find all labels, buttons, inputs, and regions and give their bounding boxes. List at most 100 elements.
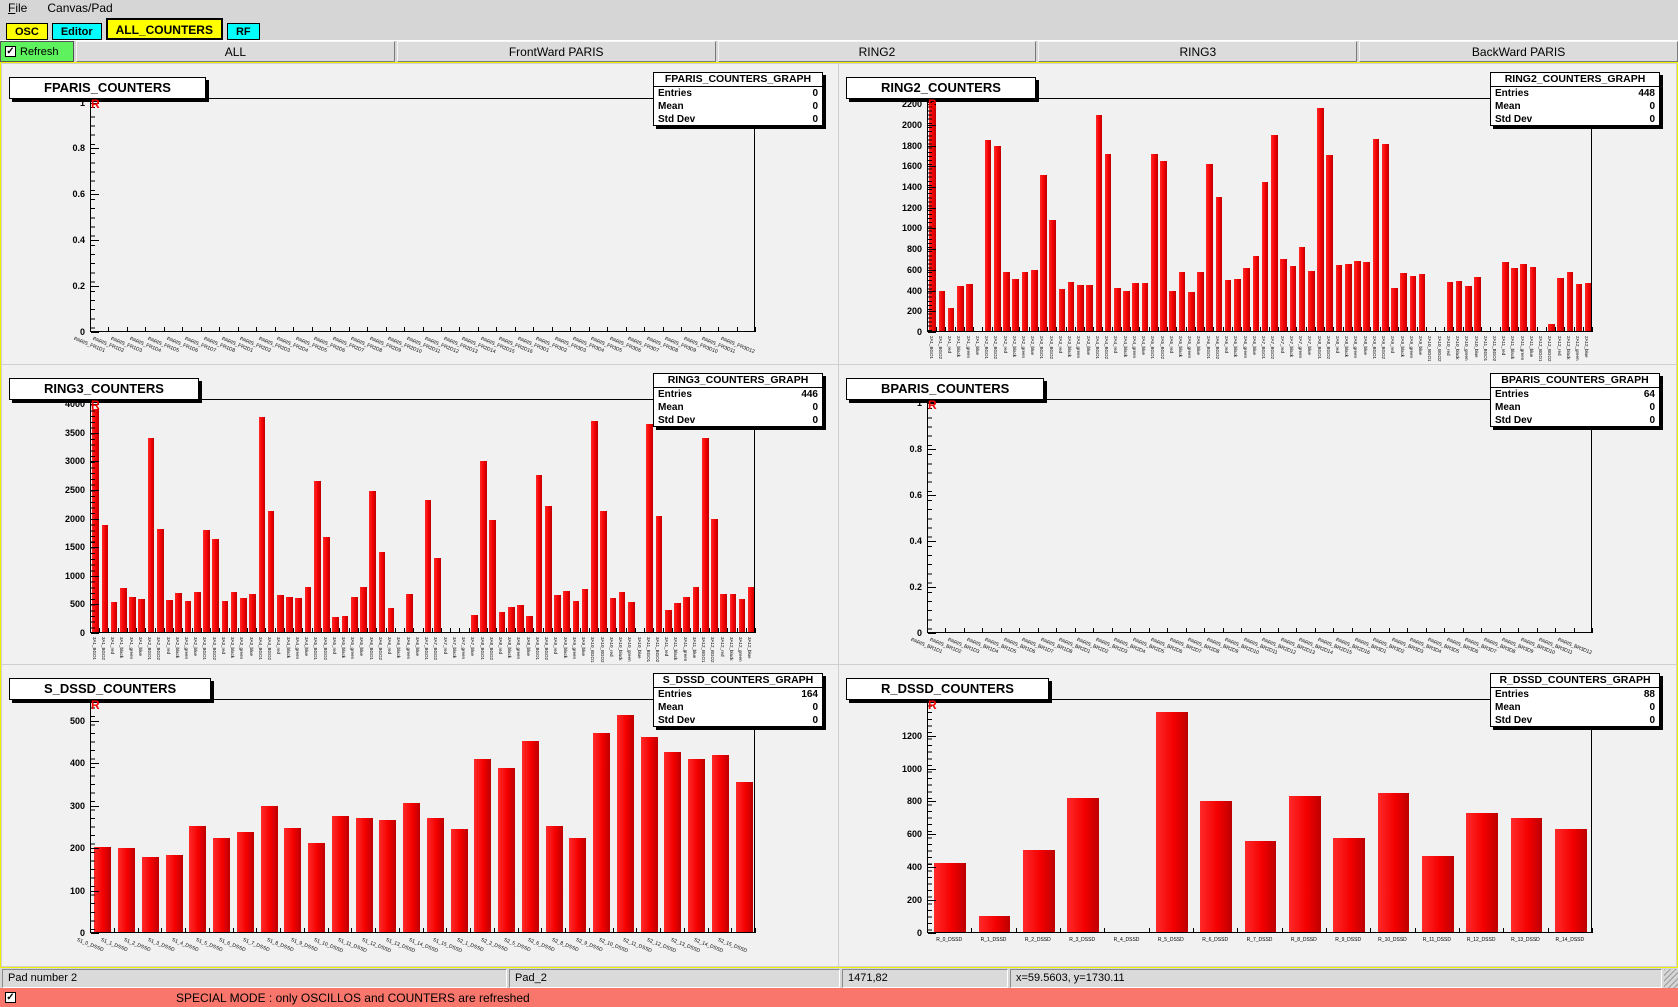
pad-title[interactable]: R_DSSD_COUNTERS <box>846 678 1049 701</box>
x-axis-tick <box>736 327 738 332</box>
x-axis-tick <box>1222 627 1224 633</box>
y-axis-label: 200 <box>906 895 922 906</box>
y-axis-label: 2200 <box>901 99 922 110</box>
stats-row-value: 0 <box>1649 702 1655 714</box>
pad-fparis[interactable]: 0 0.2 0.4 0.6 0.8 1 PARIS_FR1D1 PARIS_FR1D2 PARI… <box>1 63 840 366</box>
tab-osc[interactable]: OSC <box>6 23 48 40</box>
x-axis-label: 2A12_BGO2 <box>1547 336 1553 362</box>
x-axis-tick <box>681 627 683 633</box>
x-axis-tick <box>945 627 947 633</box>
x-axis-label: 3A3_blue <box>248 636 254 656</box>
special-mode-checkbox-icon[interactable]: ✓ <box>5 992 16 1003</box>
tab-rf[interactable]: RF <box>226 23 260 40</box>
pad-title[interactable]: BPARIS_COUNTERS <box>846 377 1045 400</box>
toolbar-button-frontward-paris[interactable]: FrontWard PARIS <box>396 41 716 62</box>
y-axis-tick <box>928 124 936 126</box>
x-axis-tick <box>376 627 378 633</box>
stats-box[interactable]: FPARIS_COUNTERS_GRAPH Entries 0 Mean 0 Std De… <box>653 72 823 126</box>
pad-title[interactable]: RING3_COUNTERS <box>9 377 199 400</box>
x-axis-label: 3A6_BGO2 <box>377 636 383 660</box>
status-segment-3: x=59.5603, y=1730.11 <box>1010 969 1662 988</box>
x-axis-tick <box>718 627 720 633</box>
pad-r_dssd[interactable]: 0 200 400 600 800 1000 1200 R_0_DSSD R_1_DSSD R_2… <box>838 664 1677 967</box>
bar <box>332 616 340 632</box>
pad-title[interactable]: RING2_COUNTERS <box>846 77 1036 99</box>
tab-editor[interactable]: Editor <box>51 23 102 40</box>
stats-row-value: 164 <box>801 689 818 701</box>
bar <box>1464 286 1472 331</box>
stats-box[interactable]: R_DSSD_COUNTERS_GRAPH Entries 88 Mean 0 Std D… <box>1490 673 1660 728</box>
y-axis-tick <box>91 489 99 491</box>
x-axis-label: 3A7_red <box>442 636 448 654</box>
x-axis-tick <box>459 627 461 633</box>
x-axis-tick <box>200 327 202 332</box>
pad-title[interactable]: FPARIS_COUNTERS <box>9 77 206 99</box>
stats-box[interactable]: RING3_COUNTERS_GRAPH Entries 446 Mean 0 Std D… <box>653 372 823 427</box>
y-axis-tick <box>91 194 99 196</box>
x-axis-label: R_10_DSSD <box>1378 937 1407 944</box>
x-axis-label: 3A6_green <box>405 636 411 659</box>
tab-all_counters[interactable]: ALL_COUNTERS <box>105 18 223 40</box>
x-axis-label: 3A6_black <box>396 636 402 658</box>
toolbar-button-all[interactable]: ALL <box>76 41 395 62</box>
y-axis-tick <box>928 449 936 451</box>
bar <box>94 847 112 933</box>
stats-box[interactable]: RING2_COUNTERS_GRAPH Entries 448 Mean 0 Std D… <box>1490 72 1660 126</box>
x-axis-tick <box>1204 627 1206 633</box>
x-axis-tick <box>280 928 281 934</box>
refresh-toggle[interactable]: ✓ Refresh <box>0 41 74 62</box>
x-axis-tick <box>927 928 928 934</box>
stats-box[interactable]: S_DSSD_COUNTERS_GRAPH Entries 164 Mean 0 Std … <box>653 673 823 728</box>
pad-bparis[interactable]: 0 0.2 0.4 0.6 0.8 1 PARIS_BR1D1 PARIS_BR1D2 PARI… <box>838 363 1677 667</box>
x-axis-tick <box>1167 327 1169 332</box>
menu-canvas-pad[interactable]: Canvas/Pad <box>47 1 113 15</box>
pad-ring2[interactable]: 0 200 400 600 800 1000 1200 1400 1600 1800 2000 220… <box>838 63 1677 366</box>
x-axis-tick <box>1536 627 1538 633</box>
x-axis-tick <box>1111 627 1113 633</box>
resize-grip[interactable] <box>1664 969 1678 988</box>
x-axis-label: 3A6_blue <box>414 636 420 656</box>
x-axis-label: 2A6_green <box>1242 336 1248 359</box>
x-axis-label: 2A4_blue <box>1141 336 1147 356</box>
bar <box>1391 287 1398 331</box>
bar <box>387 607 395 632</box>
pad-ring3[interactable]: 0 500 1000 1500 2000 2500 3000 3500 4000 3A1_BGO1… <box>1 363 840 667</box>
bar <box>240 598 247 632</box>
x-axis-tick <box>1000 627 1002 633</box>
toolbar-button-ring2[interactable]: RING2 <box>717 41 1037 62</box>
x-axis-label: 2A12_blue <box>1584 336 1590 358</box>
y-axis-label: 400 <box>69 758 85 769</box>
bar <box>1150 153 1158 331</box>
stats-box[interactable]: BPARIS_COUNTERS_GRAPH Entries 64 Mean 0 Std D… <box>1490 372 1660 427</box>
toolbar-button-ring3[interactable]: RING3 <box>1038 41 1358 62</box>
bar <box>184 600 192 632</box>
status-segment-0: Pad number 2 <box>2 969 507 988</box>
stats-row-label: Std Dev <box>658 114 696 125</box>
x-axis-label: 3A6_BGO1 <box>368 636 374 660</box>
stats-row-label: Entries <box>1495 689 1529 701</box>
menu-file[interactable]: File <box>8 1 28 15</box>
pad-title[interactable]: S_DSSD_COUNTERS <box>9 678 212 701</box>
y-axis-label: 0.4 <box>72 235 85 246</box>
x-axis-tick <box>954 327 956 332</box>
bar <box>480 461 487 632</box>
x-axis-tick <box>1259 627 1261 633</box>
bar <box>640 737 658 933</box>
bar <box>517 605 524 632</box>
bar <box>175 592 183 632</box>
toolbar-button-backward-paris[interactable]: BackWard PARIS <box>1359 41 1678 62</box>
bar <box>355 817 373 933</box>
y-axis-label: 600 <box>906 264 922 275</box>
x-axis-tick <box>1434 327 1436 332</box>
bar <box>581 588 589 632</box>
bar <box>166 599 173 632</box>
x-axis-tick <box>524 627 526 633</box>
x-axis-tick <box>1499 627 1501 633</box>
x-axis-label: 2A4_BGO1 <box>1094 336 1100 360</box>
refresh-checkbox-icon[interactable]: ✓ <box>5 46 16 57</box>
bar <box>203 529 210 632</box>
bar <box>1077 285 1084 331</box>
x-axis-tick <box>422 928 424 934</box>
x-axis-label: 3A8_blue <box>525 636 531 656</box>
pad-s_dssd[interactable]: 0 100 200 300 400 500 S1_0_DSSD S1_1_DSSD S1_2_D… <box>1 664 840 967</box>
